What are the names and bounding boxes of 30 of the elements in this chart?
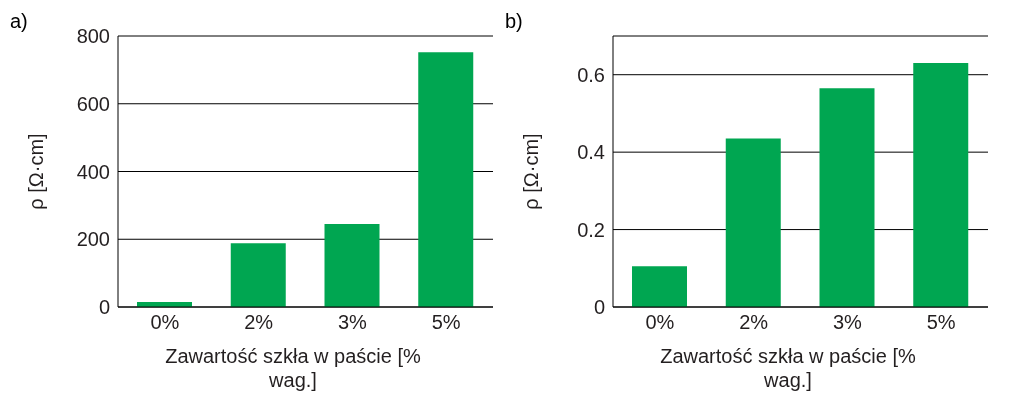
y-tick-label: 400: [76, 160, 110, 183]
y-tick-label: 0: [98, 296, 110, 319]
x-axis-title: Zawartość szkła w paście [% wag.]: [164, 344, 422, 392]
bar: [725, 138, 781, 307]
y-tick-label: 800: [76, 25, 110, 48]
bar: [230, 243, 286, 307]
y-tick-label: 0.2: [577, 218, 605, 241]
bar: [324, 224, 380, 307]
x-tick-label: 2%: [244, 311, 274, 334]
y-tick-label: 0.4: [577, 141, 605, 164]
x-tick-label: 2%: [739, 311, 769, 334]
y-tick-label: 200: [76, 228, 110, 251]
x-tick-label: 3%: [832, 311, 863, 334]
x-tick-label: 3%: [337, 311, 368, 334]
bar: [418, 52, 474, 307]
y-axis-title: ρ [Ω·cm]: [25, 133, 48, 210]
x-tick-label: 5%: [926, 311, 956, 334]
bar: [819, 88, 875, 307]
x-tick-label: 0%: [150, 311, 180, 334]
x-tick-label: 5%: [431, 311, 461, 334]
text: a): [10, 10, 28, 33]
y-tick-label: 0.6: [577, 63, 605, 86]
text: b): [505, 10, 523, 33]
bar: [632, 266, 687, 307]
y-axis-title: ρ [Ω·cm]: [520, 133, 543, 210]
y-tick-label: 0: [593, 296, 605, 319]
x-tick-label: 0%: [645, 311, 675, 334]
x-axis-title: Zawartość szkła w paście [% wag.]: [659, 344, 917, 392]
y-tick-label: 600: [76, 92, 110, 115]
bar: [913, 63, 969, 307]
